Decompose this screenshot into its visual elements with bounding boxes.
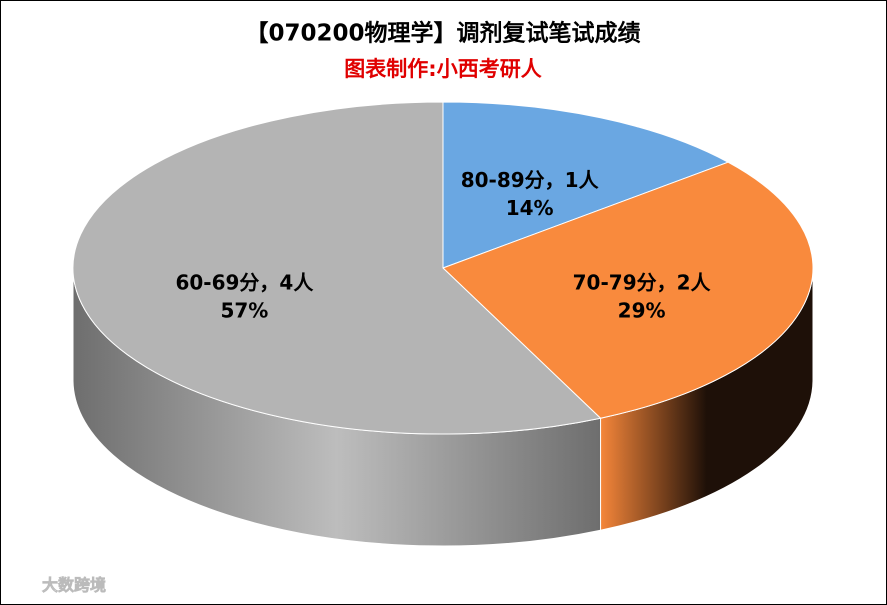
pie-slice: [72, 101, 602, 435]
chart-subtitle: 图表制作:小西考研人: [344, 57, 541, 81]
slice-value-label: 57%: [220, 298, 268, 322]
slice-label: 60-69分，4人: [175, 270, 314, 294]
pie-slice: [442, 161, 814, 419]
slice-value-label: 29%: [618, 298, 666, 322]
chart-title: 【070200物理学】调剂复试笔试成绩: [245, 20, 640, 47]
pie: 80-89分，1人 14% 70-79分，2人 29% 60-69分，4人 57%: [72, 101, 814, 547]
watermark: 大数跨境: [42, 576, 106, 595]
slice-value-label: 14%: [506, 196, 554, 220]
pie-slice: [442, 101, 730, 269]
slice-label: 70-79分，2人: [573, 270, 712, 294]
slice-label: 80-89分，1人: [461, 168, 600, 192]
